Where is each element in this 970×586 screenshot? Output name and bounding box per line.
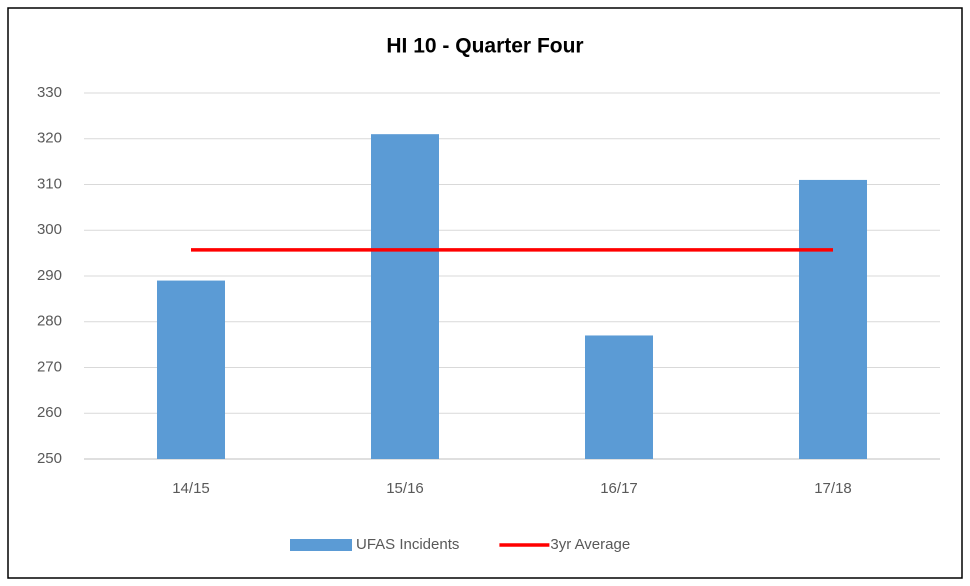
y-tick-label: 270	[37, 358, 62, 375]
bar	[799, 179, 867, 460]
y-tick-label: 250	[37, 450, 62, 467]
x-tick-label: 15/16	[386, 480, 424, 497]
y-tick-label: 310	[37, 175, 62, 192]
y-tick-label: 330	[37, 84, 62, 101]
y-tick-label: 290	[37, 267, 62, 284]
bar	[157, 280, 225, 459]
x-tick-label: 17/18	[814, 480, 852, 497]
x-tick-label: 16/17	[600, 480, 638, 497]
x-tick-label: 14/15	[172, 480, 210, 497]
bar	[371, 134, 439, 460]
legend-label: 3yr Average	[550, 536, 630, 553]
legend-swatch	[290, 539, 352, 551]
y-tick-label: 260	[37, 404, 62, 421]
bar	[585, 335, 653, 459]
chart-title: HI 10 - Quarter Four	[386, 35, 583, 58]
y-tick-label: 320	[37, 130, 62, 147]
y-tick-label: 300	[37, 221, 62, 238]
legend-label: UFAS Incidents	[356, 536, 459, 553]
y-tick-label: 280	[37, 313, 62, 330]
